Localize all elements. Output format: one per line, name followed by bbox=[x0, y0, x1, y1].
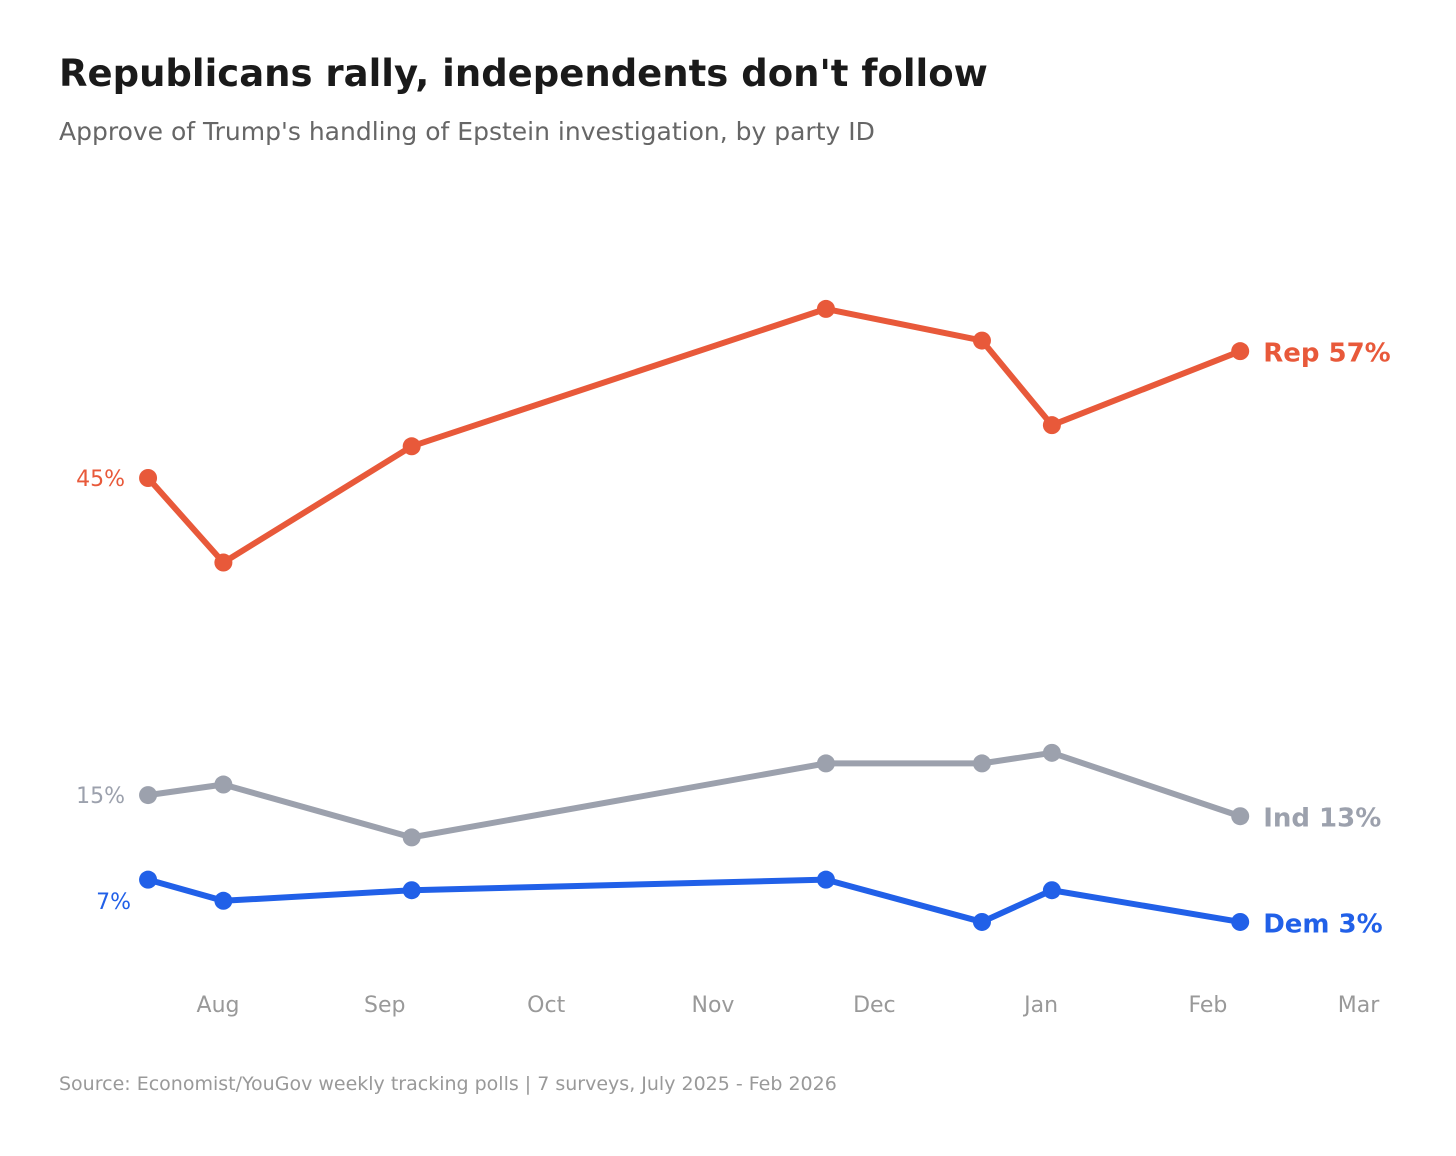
start-label: 15% bbox=[76, 784, 125, 809]
x-tick-label: Mar bbox=[1338, 993, 1380, 1018]
chart-title: Republicans rally, independents don't fo… bbox=[59, 52, 988, 95]
series-rep: 45% Rep 57% bbox=[76, 299, 1391, 572]
data-point bbox=[1042, 416, 1061, 435]
data-point bbox=[214, 891, 233, 910]
data-point bbox=[972, 912, 991, 931]
x-tick-label: Dec bbox=[853, 993, 896, 1018]
data-point bbox=[816, 754, 835, 773]
data-point bbox=[1231, 807, 1250, 826]
end-label: Rep 57% bbox=[1263, 339, 1391, 369]
start-label: 45% bbox=[76, 467, 125, 492]
start-label: 7% bbox=[96, 890, 131, 915]
data-point bbox=[972, 754, 991, 773]
data-point bbox=[214, 775, 233, 794]
data-point bbox=[402, 881, 421, 900]
data-point bbox=[402, 437, 421, 456]
data-point bbox=[1042, 743, 1061, 762]
series-line bbox=[145, 305, 1244, 566]
series-ind: 15% Ind 13% bbox=[76, 743, 1381, 847]
x-tick-label: Sep bbox=[364, 993, 405, 1018]
series-line bbox=[145, 749, 1244, 841]
data-point bbox=[1231, 342, 1250, 361]
x-tick-label: Jan bbox=[1022, 993, 1058, 1018]
series-line bbox=[145, 876, 1244, 925]
data-point bbox=[214, 553, 233, 572]
data-point bbox=[1042, 881, 1061, 900]
data-point bbox=[139, 469, 158, 487]
end-label: Dem 3% bbox=[1263, 909, 1383, 939]
end-label: Ind 13% bbox=[1263, 804, 1381, 834]
x-tick-label: Aug bbox=[197, 993, 240, 1018]
data-point bbox=[1231, 912, 1250, 931]
data-point bbox=[139, 786, 158, 805]
chart-subtitle: Approve of Trump's handling of Epstein i… bbox=[59, 117, 875, 146]
x-tick-label: Nov bbox=[691, 993, 734, 1018]
x-tick-label: Oct bbox=[527, 993, 565, 1018]
source-note: Source: Economist/YouGov weekly tracking… bbox=[59, 1073, 837, 1095]
data-point bbox=[139, 870, 158, 889]
data-point bbox=[402, 828, 421, 847]
data-point bbox=[972, 331, 991, 350]
data-point bbox=[816, 870, 835, 889]
data-point bbox=[816, 299, 835, 318]
series-dem: 7% Dem 3% bbox=[96, 870, 1383, 939]
x-tick-label: Feb bbox=[1188, 993, 1227, 1018]
